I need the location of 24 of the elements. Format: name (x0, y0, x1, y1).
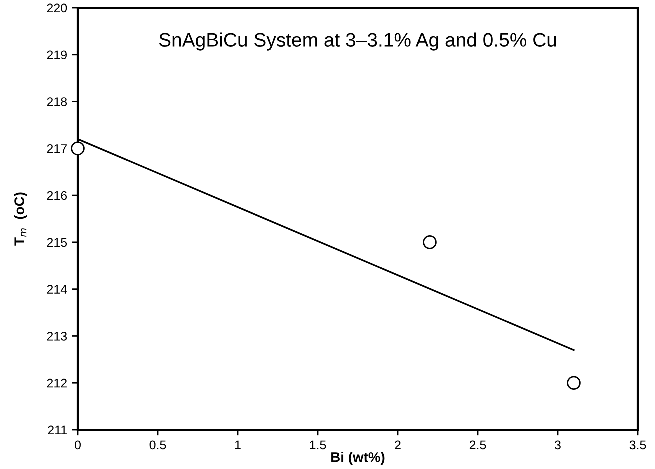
x-tick-label: 2.5 (470, 440, 486, 450)
x-tick-label: 1.5 (310, 440, 326, 450)
y-tick-label: 217 (47, 144, 67, 154)
y-tick-label: 220 (47, 4, 68, 13)
y-tick-label: 219 (47, 50, 67, 60)
y-tick-label: 212 (47, 378, 67, 388)
y-tick-label: 216 (47, 191, 68, 200)
y-tick-label: 215 (47, 238, 68, 248)
point (567, 376, 581, 390)
x-tick-label: 3.5 (630, 440, 646, 450)
y-axis-title: T$_{m}$ (oC) (14, 192, 28, 246)
point (71, 142, 85, 156)
text: SnAgBiCu System at 3–3.1% Ag and 0.5% Cu (159, 32, 556, 51)
x-axis-title: Bi (wt%) (332, 452, 385, 466)
point (423, 236, 437, 250)
y-tick-label: 211 (48, 426, 67, 435)
x-tick-label: 0.5 (150, 440, 166, 450)
x-tick-label: 3 (555, 440, 561, 450)
y-tick-label: 218 (47, 98, 68, 106)
x-tick-label: 0 (75, 440, 81, 450)
x-tick-label: 2 (395, 440, 401, 450)
x-tick-label: 1 (235, 440, 241, 450)
y-tick-label: 214 (47, 285, 68, 294)
y-tick-label: 213 (47, 332, 68, 341)
